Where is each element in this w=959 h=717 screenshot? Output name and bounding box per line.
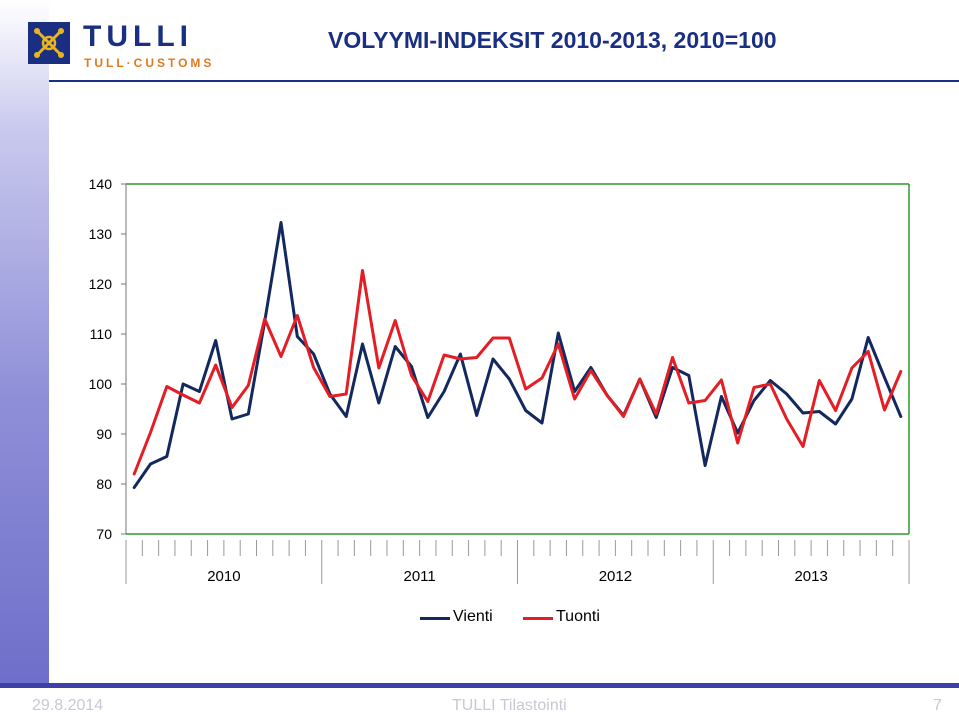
x-year-label: 2010 xyxy=(207,568,240,585)
y-tick-label: 80 xyxy=(96,476,112,492)
x-year-label: 2011 xyxy=(403,568,435,585)
y-tick-label: 90 xyxy=(96,426,112,442)
side-band xyxy=(0,0,49,717)
x-year-label: 2012 xyxy=(599,568,632,585)
page-title: VOLYYMI-INDEKSIT 2010-2013, 2010=100 xyxy=(328,27,777,53)
logo-subtitle: TULL·CUSTOMS xyxy=(84,56,215,70)
series-line-vienti xyxy=(132,221,903,489)
title-divider xyxy=(49,80,959,82)
y-tick-label: 100 xyxy=(89,376,113,392)
y-tick-label: 70 xyxy=(96,526,112,542)
legend-swatch-tuonti xyxy=(523,617,553,620)
y-tick-label: 110 xyxy=(90,326,113,342)
footer-page-number: 7 xyxy=(933,697,942,714)
y-tick-label: 130 xyxy=(89,226,113,242)
footer-date: 29.8.2014 xyxy=(32,697,104,714)
tulli-emblem-icon xyxy=(28,22,70,64)
legend-swatch-vienti xyxy=(420,617,450,620)
y-tick-label: 120 xyxy=(89,276,113,292)
logo-wordmark: TULLI xyxy=(83,20,193,53)
footer-center-text: TULLI Tilastointi xyxy=(452,697,567,714)
series-line-tuonti xyxy=(132,269,903,476)
footer-bar-stripe xyxy=(0,683,959,688)
x-year-label: 2013 xyxy=(794,568,827,585)
footer-bar xyxy=(0,683,959,717)
y-tick-label: 140 xyxy=(89,176,113,192)
legend-label-vienti: Vienti xyxy=(453,608,493,625)
legend-label-tuonti: Tuonti xyxy=(556,608,600,625)
